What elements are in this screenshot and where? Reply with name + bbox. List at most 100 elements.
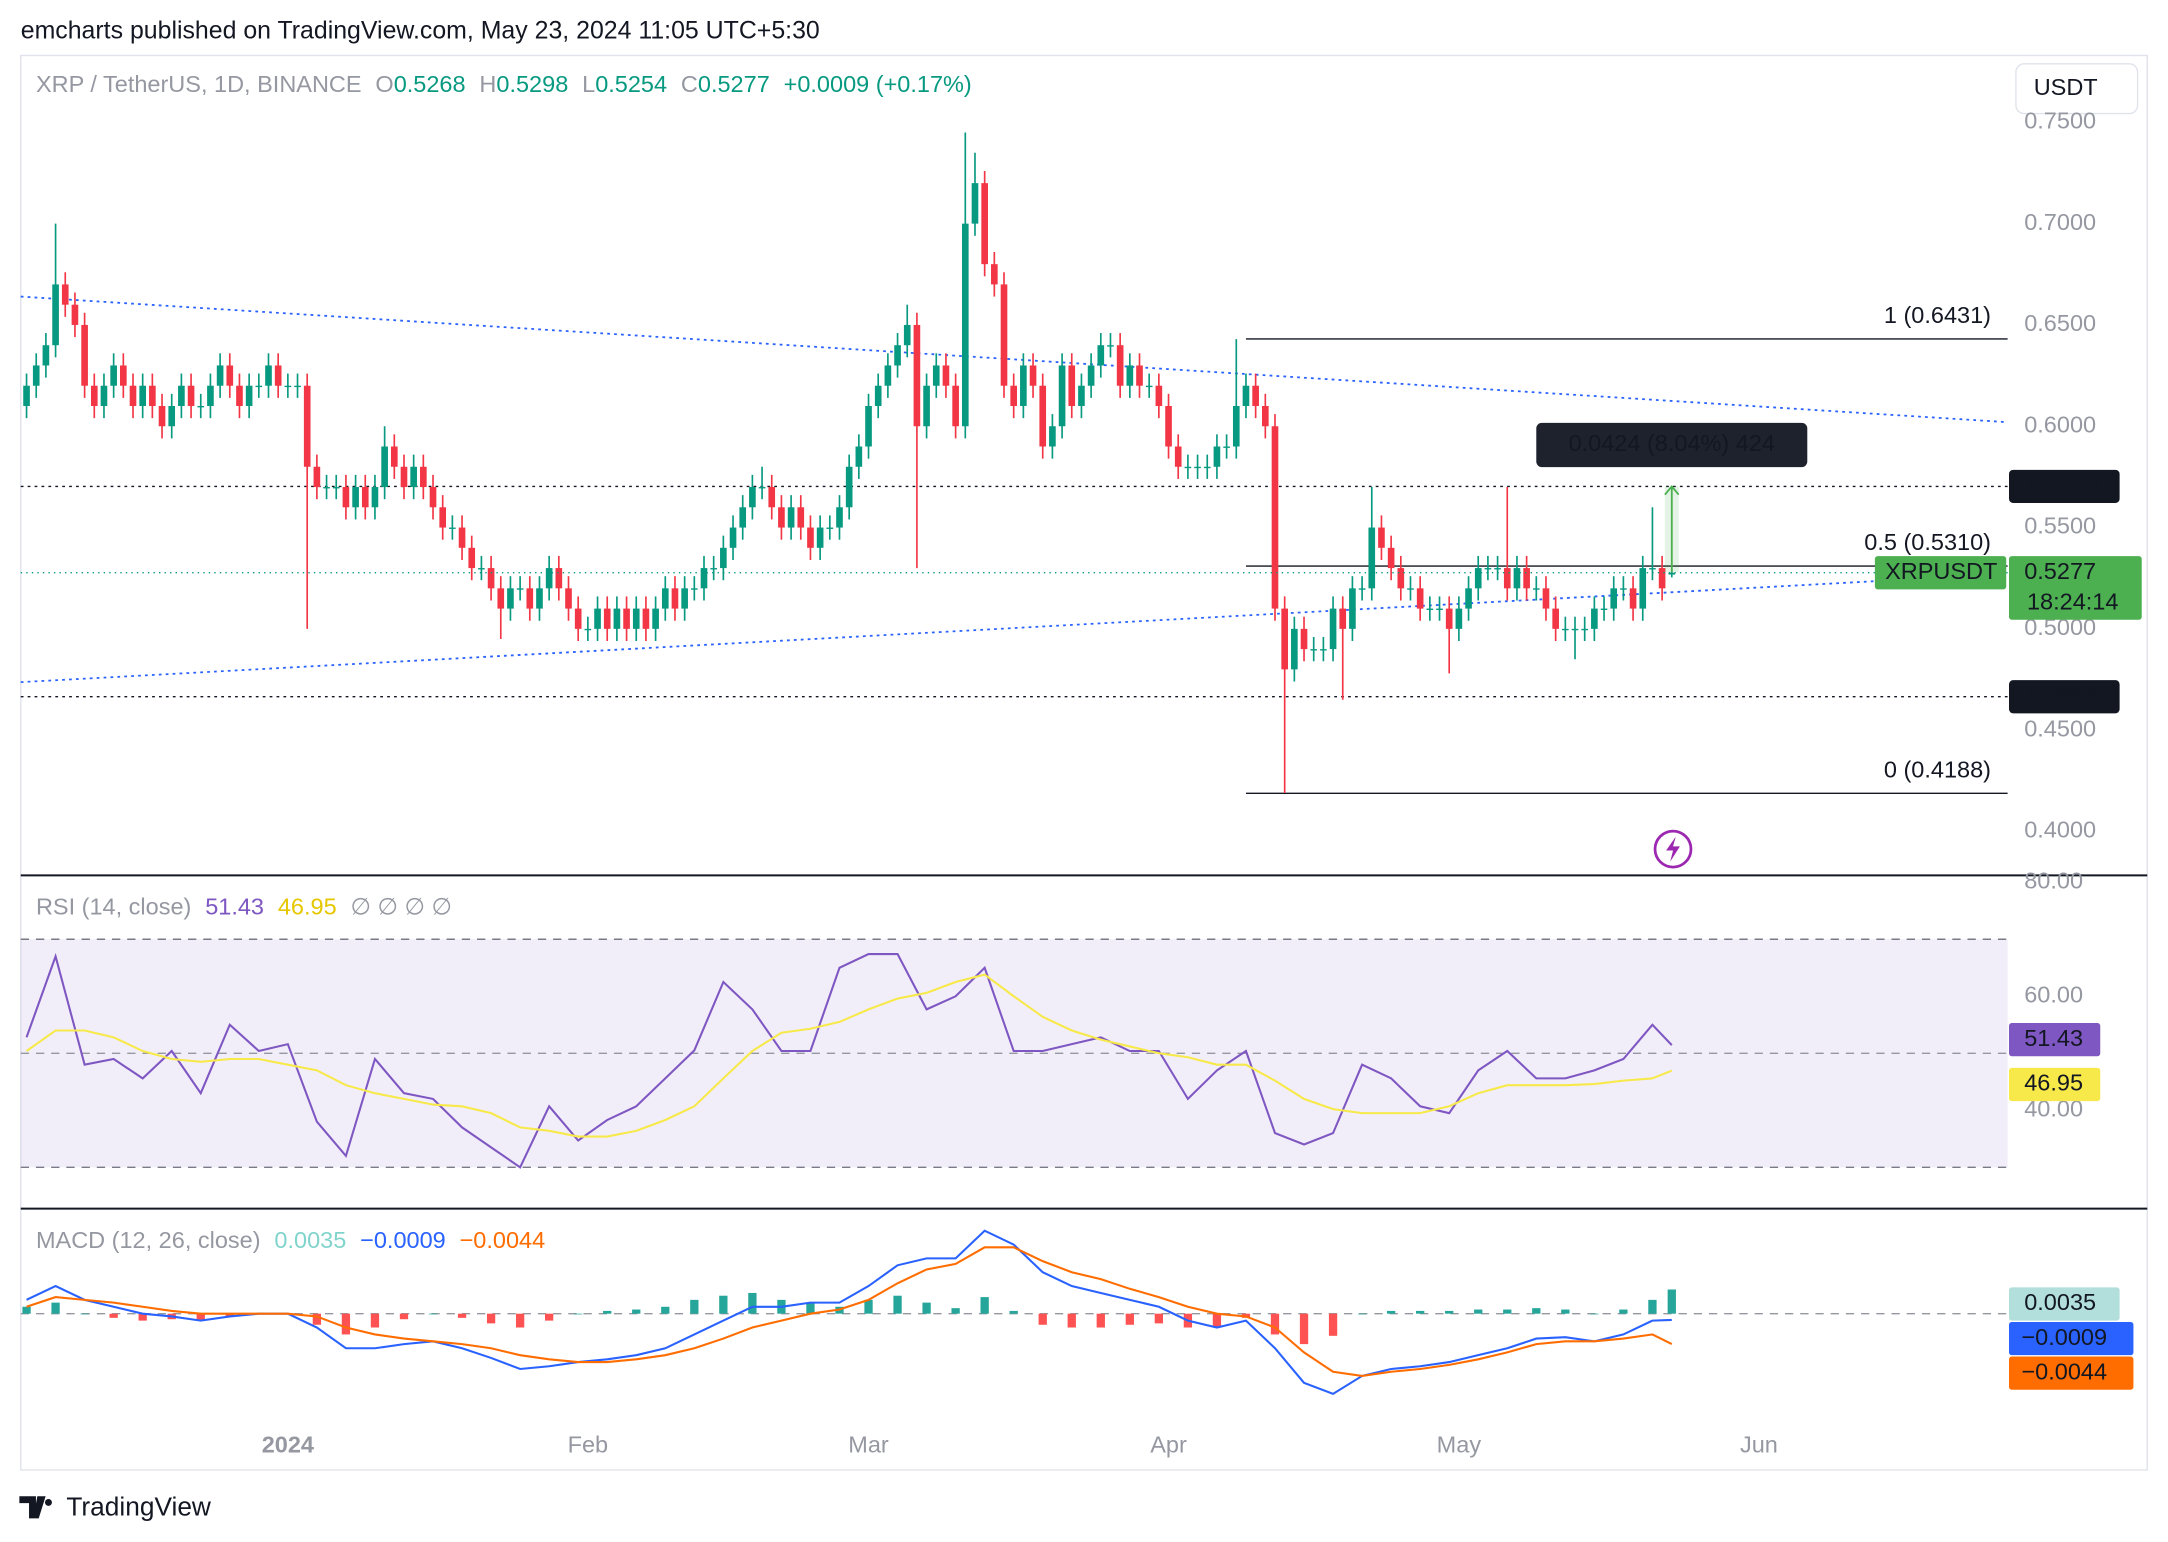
candle-body: [1291, 628, 1298, 670]
candle-body: [1649, 568, 1656, 570]
last-price-label: 0.5277: [2024, 558, 2096, 584]
macd-histogram-bar: [922, 1302, 931, 1314]
rsi-tick-label: 80.00: [2024, 867, 2083, 893]
candle-body: [971, 183, 979, 224]
candle-body: [332, 487, 340, 489]
candle-body: [323, 487, 330, 489]
chart-frame: [20, 54, 2148, 1471]
candle-body: [1049, 426, 1056, 447]
candle-body: [961, 223, 969, 427]
candle-body: [1368, 527, 1376, 589]
alert-circle[interactable]: [1653, 829, 1693, 869]
candle-body: [652, 608, 659, 629]
macd-histogram-bar: [951, 1308, 960, 1314]
candle-body: [1068, 365, 1076, 406]
candle-body: [294, 385, 301, 388]
x-tick-label: Mar: [848, 1432, 889, 1458]
candle-body: [61, 284, 69, 305]
brand: TradingView: [66, 1492, 212, 1522]
candle-body: [1252, 385, 1259, 406]
candle-body: [236, 385, 243, 406]
macd-histogram-bar: [1503, 1309, 1512, 1314]
measure-arrow: [1664, 485, 1680, 573]
legend: XRP / TetherUS, 1D, BINANCE O0.5268 H0.529…: [36, 71, 972, 97]
candle-body: [932, 365, 940, 386]
candle-body: [1281, 608, 1288, 670]
macd-legend: MACD (12, 26, close) 0.0035 −0.0009 −0.0044: [36, 1227, 545, 1253]
candle-body: [352, 487, 359, 508]
candle-body: [507, 588, 514, 609]
macd-histogram-bar: [1154, 1313, 1164, 1324]
candle-body: [1145, 385, 1153, 388]
candle-body: [816, 527, 824, 548]
candle-body: [1126, 365, 1134, 386]
macd-hist-box: [2008, 1287, 2120, 1321]
candle-body: [1320, 649, 1327, 651]
candle-body: [1562, 628, 1569, 631]
macd-histogram-bar: [51, 1302, 60, 1314]
rsi-ma-line: [25, 973, 1673, 1138]
candle-body: [826, 527, 834, 529]
candle-body: [1310, 649, 1318, 651]
candle-body: [429, 487, 437, 508]
currency-button[interactable]: [2015, 63, 2139, 115]
signal-line: [26, 1246, 1673, 1377]
currency-label[interactable]: USDT: [2034, 74, 2098, 100]
candle-body: [1339, 608, 1347, 629]
macd-histogram-bar: [661, 1306, 670, 1314]
x-tick-label: 2024: [262, 1432, 314, 1458]
fib-label: 0.5 (0.5310): [1864, 529, 1991, 555]
footer-logo: TradingView: [19, 1492, 212, 1522]
macd-histogram-bar: [1299, 1313, 1309, 1345]
candle-body: [390, 446, 398, 467]
candle-body: [178, 385, 185, 406]
alert-bolt[interactable]: [1666, 836, 1680, 862]
candle-body: [1436, 608, 1443, 610]
candle-body: [1349, 588, 1356, 629]
legend-key: L: [582, 71, 595, 97]
candle-body: [149, 385, 156, 406]
macd-histogram-bar: [690, 1299, 699, 1314]
candle-body: [787, 507, 795, 528]
candle-body: [1600, 608, 1608, 610]
macd-histogram-bar: [1445, 1310, 1454, 1314]
candle-body: [807, 527, 814, 548]
macd-hist-label: 0.0035: [2024, 1289, 2096, 1315]
candle-body: [691, 588, 698, 590]
candle-body: [1087, 365, 1095, 386]
alert-icon[interactable]: [1653, 829, 1693, 869]
candle-body: [1455, 608, 1463, 629]
candle-body: [216, 365, 224, 386]
candle-body: [729, 527, 737, 548]
y-tick-label: 0.7500: [2024, 108, 2096, 134]
candle-body: [1503, 568, 1511, 589]
candle-body: [1242, 385, 1250, 406]
candle-body: [874, 385, 882, 406]
candle-body: [1136, 365, 1143, 386]
macd-histogram-bar: [1357, 1313, 1367, 1315]
candle-body: [1532, 588, 1540, 590]
measure-box: [1536, 422, 1808, 468]
candle-body: [855, 446, 863, 467]
candle-body: [661, 588, 669, 609]
candle-body: [81, 324, 88, 386]
candle-body: [1300, 628, 1308, 650]
candle-body: [265, 365, 272, 386]
legend-value: 0.5268: [394, 71, 466, 97]
macd-histogram-bar: [22, 1306, 31, 1314]
candle-body: [1271, 426, 1279, 609]
candle-body: [642, 608, 650, 629]
publisher-line: emcharts published on TradingView.com, M…: [21, 17, 820, 45]
signal-value: −0.0044: [460, 1227, 546, 1253]
macd-histogram-bar: [1561, 1309, 1570, 1314]
candle-body: [284, 385, 292, 388]
macd-histogram-bar: [545, 1313, 554, 1321]
candle-body: [681, 588, 688, 609]
candle-body: [245, 385, 253, 406]
macd-histogram-bar: [341, 1313, 351, 1335]
candle-body: [981, 183, 988, 265]
symbol-tag: XRPUSDT: [1885, 558, 1997, 584]
candle-body: [584, 628, 592, 631]
candle-body: [865, 405, 872, 447]
